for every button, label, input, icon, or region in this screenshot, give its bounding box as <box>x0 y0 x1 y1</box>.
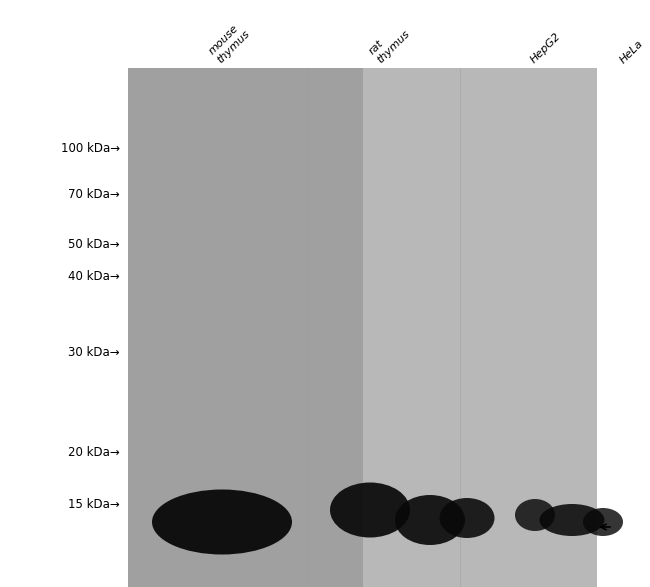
Text: 70 kDa→: 70 kDa→ <box>68 188 120 201</box>
Text: rat
thymus: rat thymus <box>367 21 411 65</box>
Ellipse shape <box>395 495 465 545</box>
Text: 15 kDa→: 15 kDa→ <box>68 498 120 511</box>
Ellipse shape <box>439 498 495 538</box>
Text: 40 kDa→: 40 kDa→ <box>68 269 120 282</box>
Bar <box>128 68 363 587</box>
Text: WWW.TGAB.OI: WWW.TGAB.OI <box>31 218 44 310</box>
Text: HepG2: HepG2 <box>529 31 563 65</box>
Ellipse shape <box>152 490 292 555</box>
Text: 100 kDa→: 100 kDa→ <box>61 141 120 154</box>
Text: 50 kDa→: 50 kDa→ <box>68 238 120 251</box>
Text: HeLa: HeLa <box>618 38 645 65</box>
Text: mouse
thymus: mouse thymus <box>207 21 252 65</box>
Text: 30 kDa→: 30 kDa→ <box>68 346 120 359</box>
Text: 20 kDa→: 20 kDa→ <box>68 446 120 458</box>
Bar <box>363 68 597 587</box>
Ellipse shape <box>330 483 410 538</box>
Ellipse shape <box>583 508 623 536</box>
Ellipse shape <box>540 504 604 536</box>
Ellipse shape <box>515 499 555 531</box>
